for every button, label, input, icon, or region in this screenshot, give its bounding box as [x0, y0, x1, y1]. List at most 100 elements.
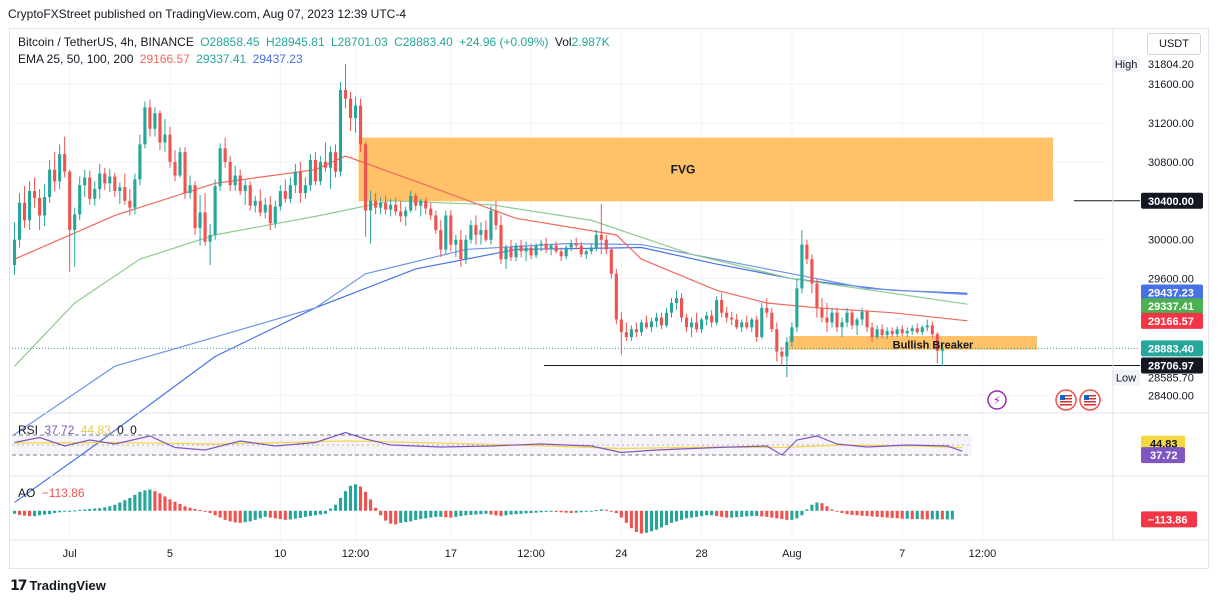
ao-bar	[629, 510, 633, 529]
ao-bar	[855, 510, 859, 516]
candle-body	[795, 288, 799, 328]
candle-body	[123, 187, 127, 201]
ao-bar	[825, 506, 829, 511]
currency-button[interactable]: USDT	[1147, 33, 1201, 55]
ao-bar	[338, 497, 343, 511]
ao-bar	[88, 508, 92, 511]
ao-bar	[223, 510, 227, 520]
candle-body	[484, 230, 488, 240]
ao-bar	[238, 510, 242, 523]
flag-stripe	[1060, 401, 1072, 403]
ao-bar	[584, 510, 588, 512]
candle-body	[740, 322, 744, 328]
ao-bar	[925, 510, 929, 520]
price-tag-low: Low	[1116, 372, 1136, 384]
candle-body	[68, 171, 72, 230]
price-label-bg	[1141, 192, 1203, 209]
ao-bar	[419, 510, 423, 520]
candle-body	[359, 105, 363, 145]
candle-body	[669, 302, 674, 313]
x-tick-label: 17	[445, 548, 457, 560]
ao-bar	[880, 510, 884, 518]
ao-bar	[133, 494, 137, 511]
candle-body	[17, 202, 22, 240]
x-tick-label: 10	[274, 548, 286, 560]
candle-body	[850, 312, 854, 326]
candle-body	[379, 202, 383, 208]
ao-bar	[514, 510, 518, 515]
legend-open: O28858.45	[200, 35, 260, 49]
ao-bar	[690, 510, 694, 518]
ao-bar	[188, 507, 192, 511]
candle-body	[920, 327, 924, 333]
publisher-line: CryptoFXStreet published on TradingView.…	[8, 7, 407, 21]
time-axis: Jul 5 10 12:00 17 12:00 24 28 Aug 7 12:00	[10, 539, 1208, 560]
ao-bar	[474, 510, 478, 515]
x-tick-label: Jul	[63, 548, 77, 560]
flag-stripe	[1084, 398, 1096, 400]
candle-body	[374, 200, 378, 208]
ao-bar	[203, 510, 207, 512]
ao-bar	[278, 510, 282, 520]
ao-bar	[198, 510, 202, 512]
x-tick-label: 28	[695, 548, 707, 560]
candle-body	[910, 328, 914, 332]
ao-bar	[128, 497, 132, 511]
candle-body	[203, 212, 207, 242]
ao-bar	[820, 503, 824, 511]
ao-bar	[815, 502, 819, 511]
candle-body	[253, 200, 257, 206]
candle-body	[108, 176, 112, 184]
candle-body	[684, 317, 689, 328]
y-tick-label: 31200.00	[1148, 118, 1194, 130]
ema50-value: 29337.41	[196, 52, 247, 66]
ao-bar	[544, 510, 548, 512]
candle-body	[539, 243, 543, 246]
ao-bar	[22, 510, 27, 516]
ao-bar	[910, 510, 914, 520]
currency-flash-icon-glyph: ⚡	[993, 395, 1001, 407]
tradingview-logo[interactable]: 𝟭𝟳 TradingView	[10, 577, 106, 594]
candle-body	[168, 134, 172, 162]
ao-bar	[409, 510, 413, 522]
ao-bar	[484, 510, 488, 514]
x-tick-label: 5	[167, 548, 173, 560]
candle-body	[283, 191, 287, 199]
candle-body	[248, 185, 252, 206]
flag-canton	[1084, 395, 1089, 400]
candle-body	[389, 204, 393, 210]
candle-body	[173, 161, 177, 176]
ao-bar	[679, 510, 684, 520]
ao-bar	[705, 510, 709, 516]
ao-bar	[830, 509, 834, 511]
candle-body	[815, 283, 819, 308]
ao-bar	[935, 510, 939, 520]
ao-bar	[750, 510, 754, 517]
candle-body	[343, 89, 348, 99]
flag-stripe	[1084, 395, 1096, 397]
ao-bar	[599, 509, 603, 511]
us-flag-icon	[1055, 389, 1077, 411]
ao-bar	[178, 503, 182, 511]
ao-bar	[53, 510, 57, 514]
ema200-line	[14, 246, 968, 503]
ao-bar	[113, 504, 117, 511]
candle-body	[494, 210, 498, 226]
legend-change: +24.96 (+0.09%)	[459, 35, 549, 49]
ao-bar	[404, 510, 408, 523]
ao-bar	[118, 502, 122, 511]
ao-bar	[469, 510, 473, 515]
candle-body	[163, 134, 167, 143]
ao-bar	[930, 510, 934, 520]
ao-bar	[248, 510, 252, 522]
candle-body	[298, 171, 302, 194]
ao-bar	[103, 507, 107, 511]
ao-bar	[920, 510, 924, 520]
ao-bar	[805, 509, 809, 511]
x-tick-label: 24	[615, 548, 627, 560]
ema-legend-label: EMA 25, 50, 100, 200	[18, 52, 134, 66]
candle-body	[153, 113, 157, 129]
candle-body	[223, 148, 227, 162]
ao-bar	[364, 491, 368, 511]
